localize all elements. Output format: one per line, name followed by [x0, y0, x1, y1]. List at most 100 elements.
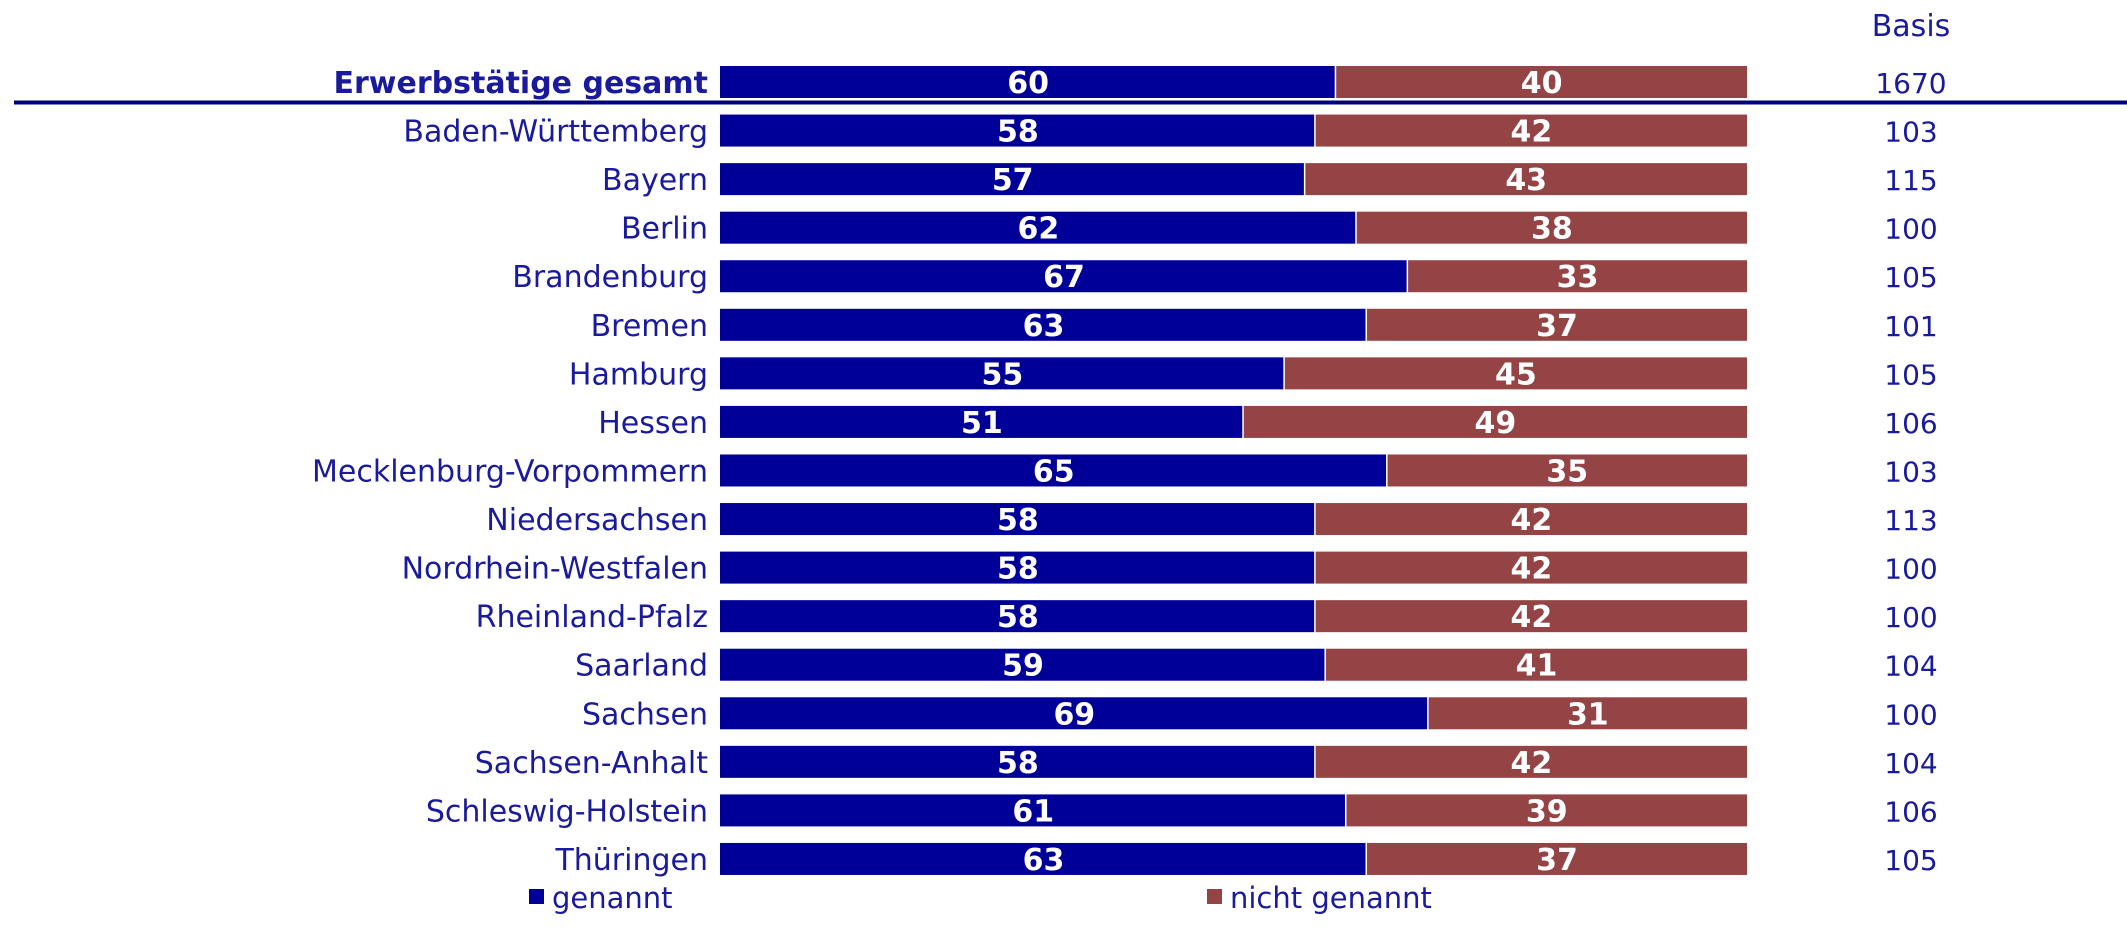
bar-segment-nicht-genannt [1315, 503, 1747, 536]
basis-value: 103 [1884, 116, 1937, 149]
bar-segment-genannt [720, 66, 1335, 98]
bar-segment-nicht-genannt [1305, 163, 1747, 196]
data-label: 41 [1516, 649, 1558, 684]
basis-value: 1670 [1875, 67, 1946, 100]
legend-swatch [1207, 889, 1222, 904]
category-label: Sachsen-Anhalt [475, 746, 708, 781]
category-label: Brandenburg [512, 260, 708, 295]
bar-segment-nicht-genannt [1315, 600, 1747, 633]
basis-value: 115 [1884, 164, 1937, 197]
data-label: 37 [1536, 309, 1578, 344]
total-separator-line [14, 100, 2127, 105]
category-label: Berlin [621, 212, 708, 247]
basis-value: 100 [1884, 213, 1937, 246]
basis-value: 100 [1884, 698, 1937, 731]
bar-segment-genannt [720, 163, 1304, 196]
data-label: 65 [1033, 454, 1075, 489]
category-label: Saarland [575, 649, 708, 684]
data-label: 61 [1012, 794, 1054, 829]
category-label: Bremen [591, 309, 708, 344]
data-label: 40 [1521, 66, 1563, 101]
data-label: 38 [1531, 212, 1573, 247]
bar-segment-nicht-genannt [1408, 260, 1747, 293]
bar-segment-nicht-genannt [1315, 551, 1747, 584]
basis-value: 105 [1884, 844, 1937, 877]
data-label: 58 [997, 600, 1039, 635]
basis-value: 104 [1884, 650, 1937, 683]
data-label: 42 [1510, 600, 1552, 635]
category-label: Nordrhein-Westfalen [402, 552, 708, 587]
category-label: Schleswig-Holstein [426, 794, 708, 829]
bar-segment-nicht-genannt [1428, 697, 1747, 730]
category-label: Hessen [598, 406, 708, 441]
legend-label: nicht genannt [1230, 881, 1432, 915]
basis-value: 105 [1884, 358, 1937, 391]
data-label: 58 [997, 503, 1039, 538]
bar-segment-genannt [720, 697, 1428, 730]
data-label: 59 [1002, 649, 1044, 684]
bar-segment-nicht-genannt [1325, 648, 1747, 681]
data-label: 43 [1505, 163, 1547, 198]
bar-segment-nicht-genannt [1367, 308, 1747, 341]
bar-segment-nicht-genannt [1243, 405, 1747, 438]
bar-segment-genannt [720, 260, 1407, 293]
basis-value: 105 [1884, 261, 1937, 294]
bar-segment-nicht-genannt [1336, 66, 1747, 98]
basis-value: 104 [1884, 747, 1937, 780]
data-label: 42 [1510, 552, 1552, 587]
bar-segment-genannt [720, 503, 1315, 536]
data-label: 63 [1023, 309, 1065, 344]
bar-segment-genannt [720, 794, 1345, 827]
data-label: 67 [1043, 260, 1085, 295]
bar-segment-nicht-genannt [1367, 842, 1747, 875]
basis-header: Basis [1872, 9, 1951, 44]
data-label: 31 [1567, 697, 1609, 732]
bar-segment-genannt [720, 745, 1315, 778]
data-label: 58 [997, 552, 1039, 587]
bar-segment-genannt [720, 211, 1356, 244]
basis-value: 100 [1884, 553, 1937, 586]
data-label: 69 [1053, 697, 1095, 732]
data-label: 55 [982, 357, 1024, 392]
data-label: 51 [961, 406, 1003, 441]
data-label: 42 [1510, 503, 1552, 538]
bar-segment-genannt [720, 648, 1325, 681]
basis-value: 106 [1884, 795, 1937, 828]
data-label: 37 [1536, 843, 1578, 878]
category-label: Thüringen [554, 843, 708, 878]
bar-segment-genannt [720, 114, 1315, 147]
data-label: 45 [1495, 357, 1537, 392]
basis-value: 113 [1884, 504, 1937, 537]
bar-segment-genannt [720, 308, 1366, 341]
data-label: 60 [1007, 66, 1049, 101]
category-label: Hamburg [569, 357, 708, 392]
basis-value: 101 [1884, 310, 1937, 343]
bar-segment-genannt [720, 842, 1366, 875]
category-label: Rheinland-Pfalz [476, 600, 708, 635]
bar-segment-nicht-genannt [1315, 745, 1747, 778]
category-label: Mecklenburg-Vorpommern [312, 454, 708, 489]
data-label: 62 [1017, 212, 1059, 247]
data-label: 63 [1023, 843, 1065, 878]
data-label: 42 [1510, 746, 1552, 781]
data-label: 35 [1546, 454, 1588, 489]
bar-segment-genannt [720, 454, 1387, 487]
bar-segment-nicht-genannt [1315, 114, 1747, 147]
bar-segment-genannt [720, 551, 1315, 584]
data-label: 42 [1510, 115, 1552, 150]
data-label: 57 [992, 163, 1034, 198]
data-label: 33 [1557, 260, 1599, 295]
data-label: 58 [997, 115, 1039, 150]
basis-value: 106 [1884, 407, 1937, 440]
category-label: Erwerbstätige gesamt [334, 66, 708, 101]
bar-segment-genannt [720, 600, 1315, 633]
bar-segment-nicht-genannt [1284, 357, 1747, 390]
category-label: Niedersachsen [486, 503, 708, 538]
legend-label: genannt [552, 881, 673, 915]
basis-value: 103 [1884, 455, 1937, 488]
category-label: Bayern [602, 163, 708, 198]
bar-segment-genannt [720, 357, 1284, 390]
data-label: 58 [997, 746, 1039, 781]
